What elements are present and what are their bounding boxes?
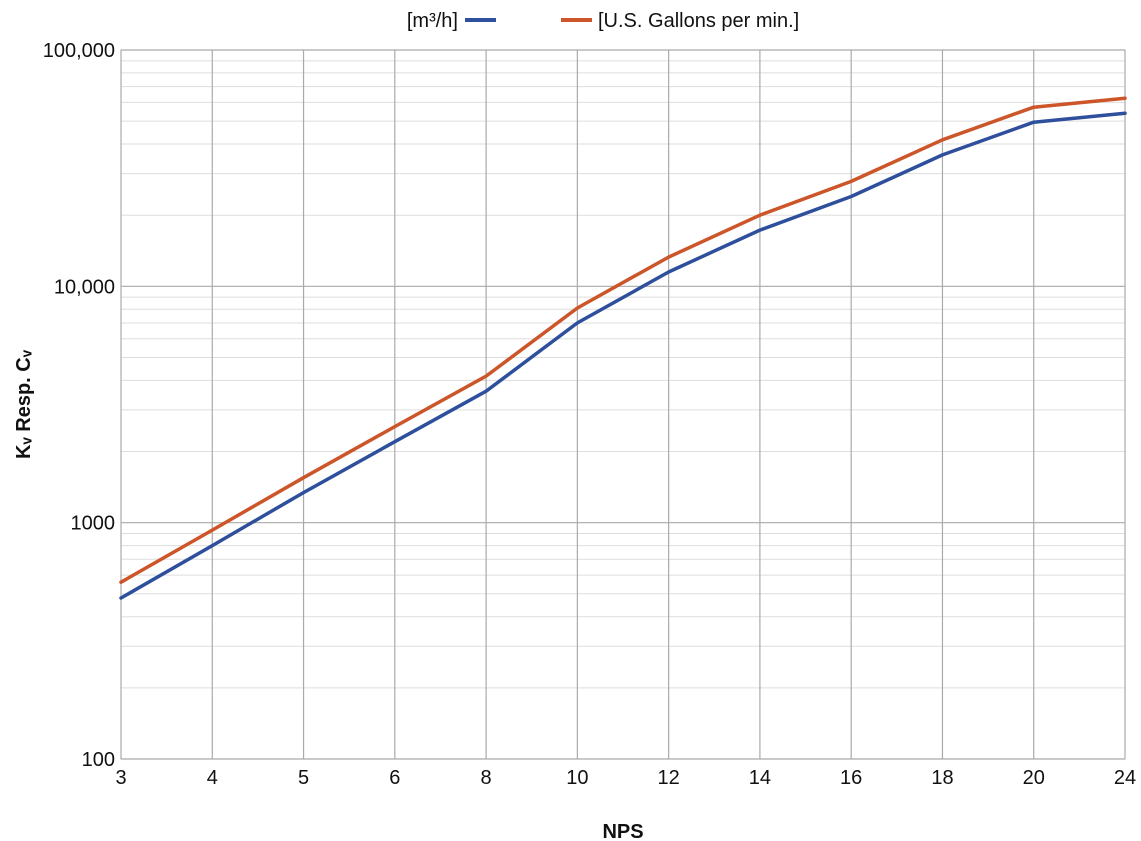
x-tick-label: 3 bbox=[115, 767, 126, 789]
x-tick-label: 20 bbox=[1023, 767, 1045, 789]
x-tick-labels: 3 4 5 6 8 10 12 14 16 18 20 24 bbox=[115, 767, 1136, 789]
x-axis-title: NPS bbox=[602, 821, 643, 841]
x-tick-label: 16 bbox=[840, 767, 862, 789]
x-tick-label: 12 bbox=[658, 767, 680, 789]
x-tick-label: 10 bbox=[566, 767, 588, 789]
major-gridlines bbox=[120, 49, 1126, 760]
series-line-0 bbox=[119, 111, 1127, 600]
x-tick-label: 6 bbox=[389, 767, 400, 789]
y-tick-label: 10,000 bbox=[54, 276, 115, 298]
x-tick-label: 8 bbox=[481, 767, 492, 789]
y-tick-label: 1000 bbox=[71, 513, 116, 535]
x-tick-label: 24 bbox=[1114, 767, 1136, 789]
y-axis-title: Kᵥ Resp. Cᵥ bbox=[13, 349, 35, 459]
legend-label-m3h: [m³/h] bbox=[407, 10, 458, 32]
minor-gridlines bbox=[121, 60, 1125, 689]
x-tick-label: 4 bbox=[207, 767, 218, 789]
y-tick-label: 100,000 bbox=[43, 40, 115, 62]
y-tick-labels: 100 1000 10,000 100,000 bbox=[43, 40, 115, 771]
x-tick-label: 14 bbox=[749, 767, 771, 789]
y-tick-label: 100 bbox=[82, 749, 115, 771]
series-lines bbox=[119, 96, 1127, 600]
series-line-1 bbox=[119, 96, 1127, 584]
plot-frame bbox=[120, 49, 1126, 760]
legend-label-gpm: [U.S. Gallons per min.] bbox=[598, 10, 799, 32]
x-tick-label: 5 bbox=[298, 767, 309, 789]
x-tick-label: 18 bbox=[931, 767, 953, 789]
legend: [m³/h] [U.S. Gallons per min.] bbox=[407, 10, 799, 32]
